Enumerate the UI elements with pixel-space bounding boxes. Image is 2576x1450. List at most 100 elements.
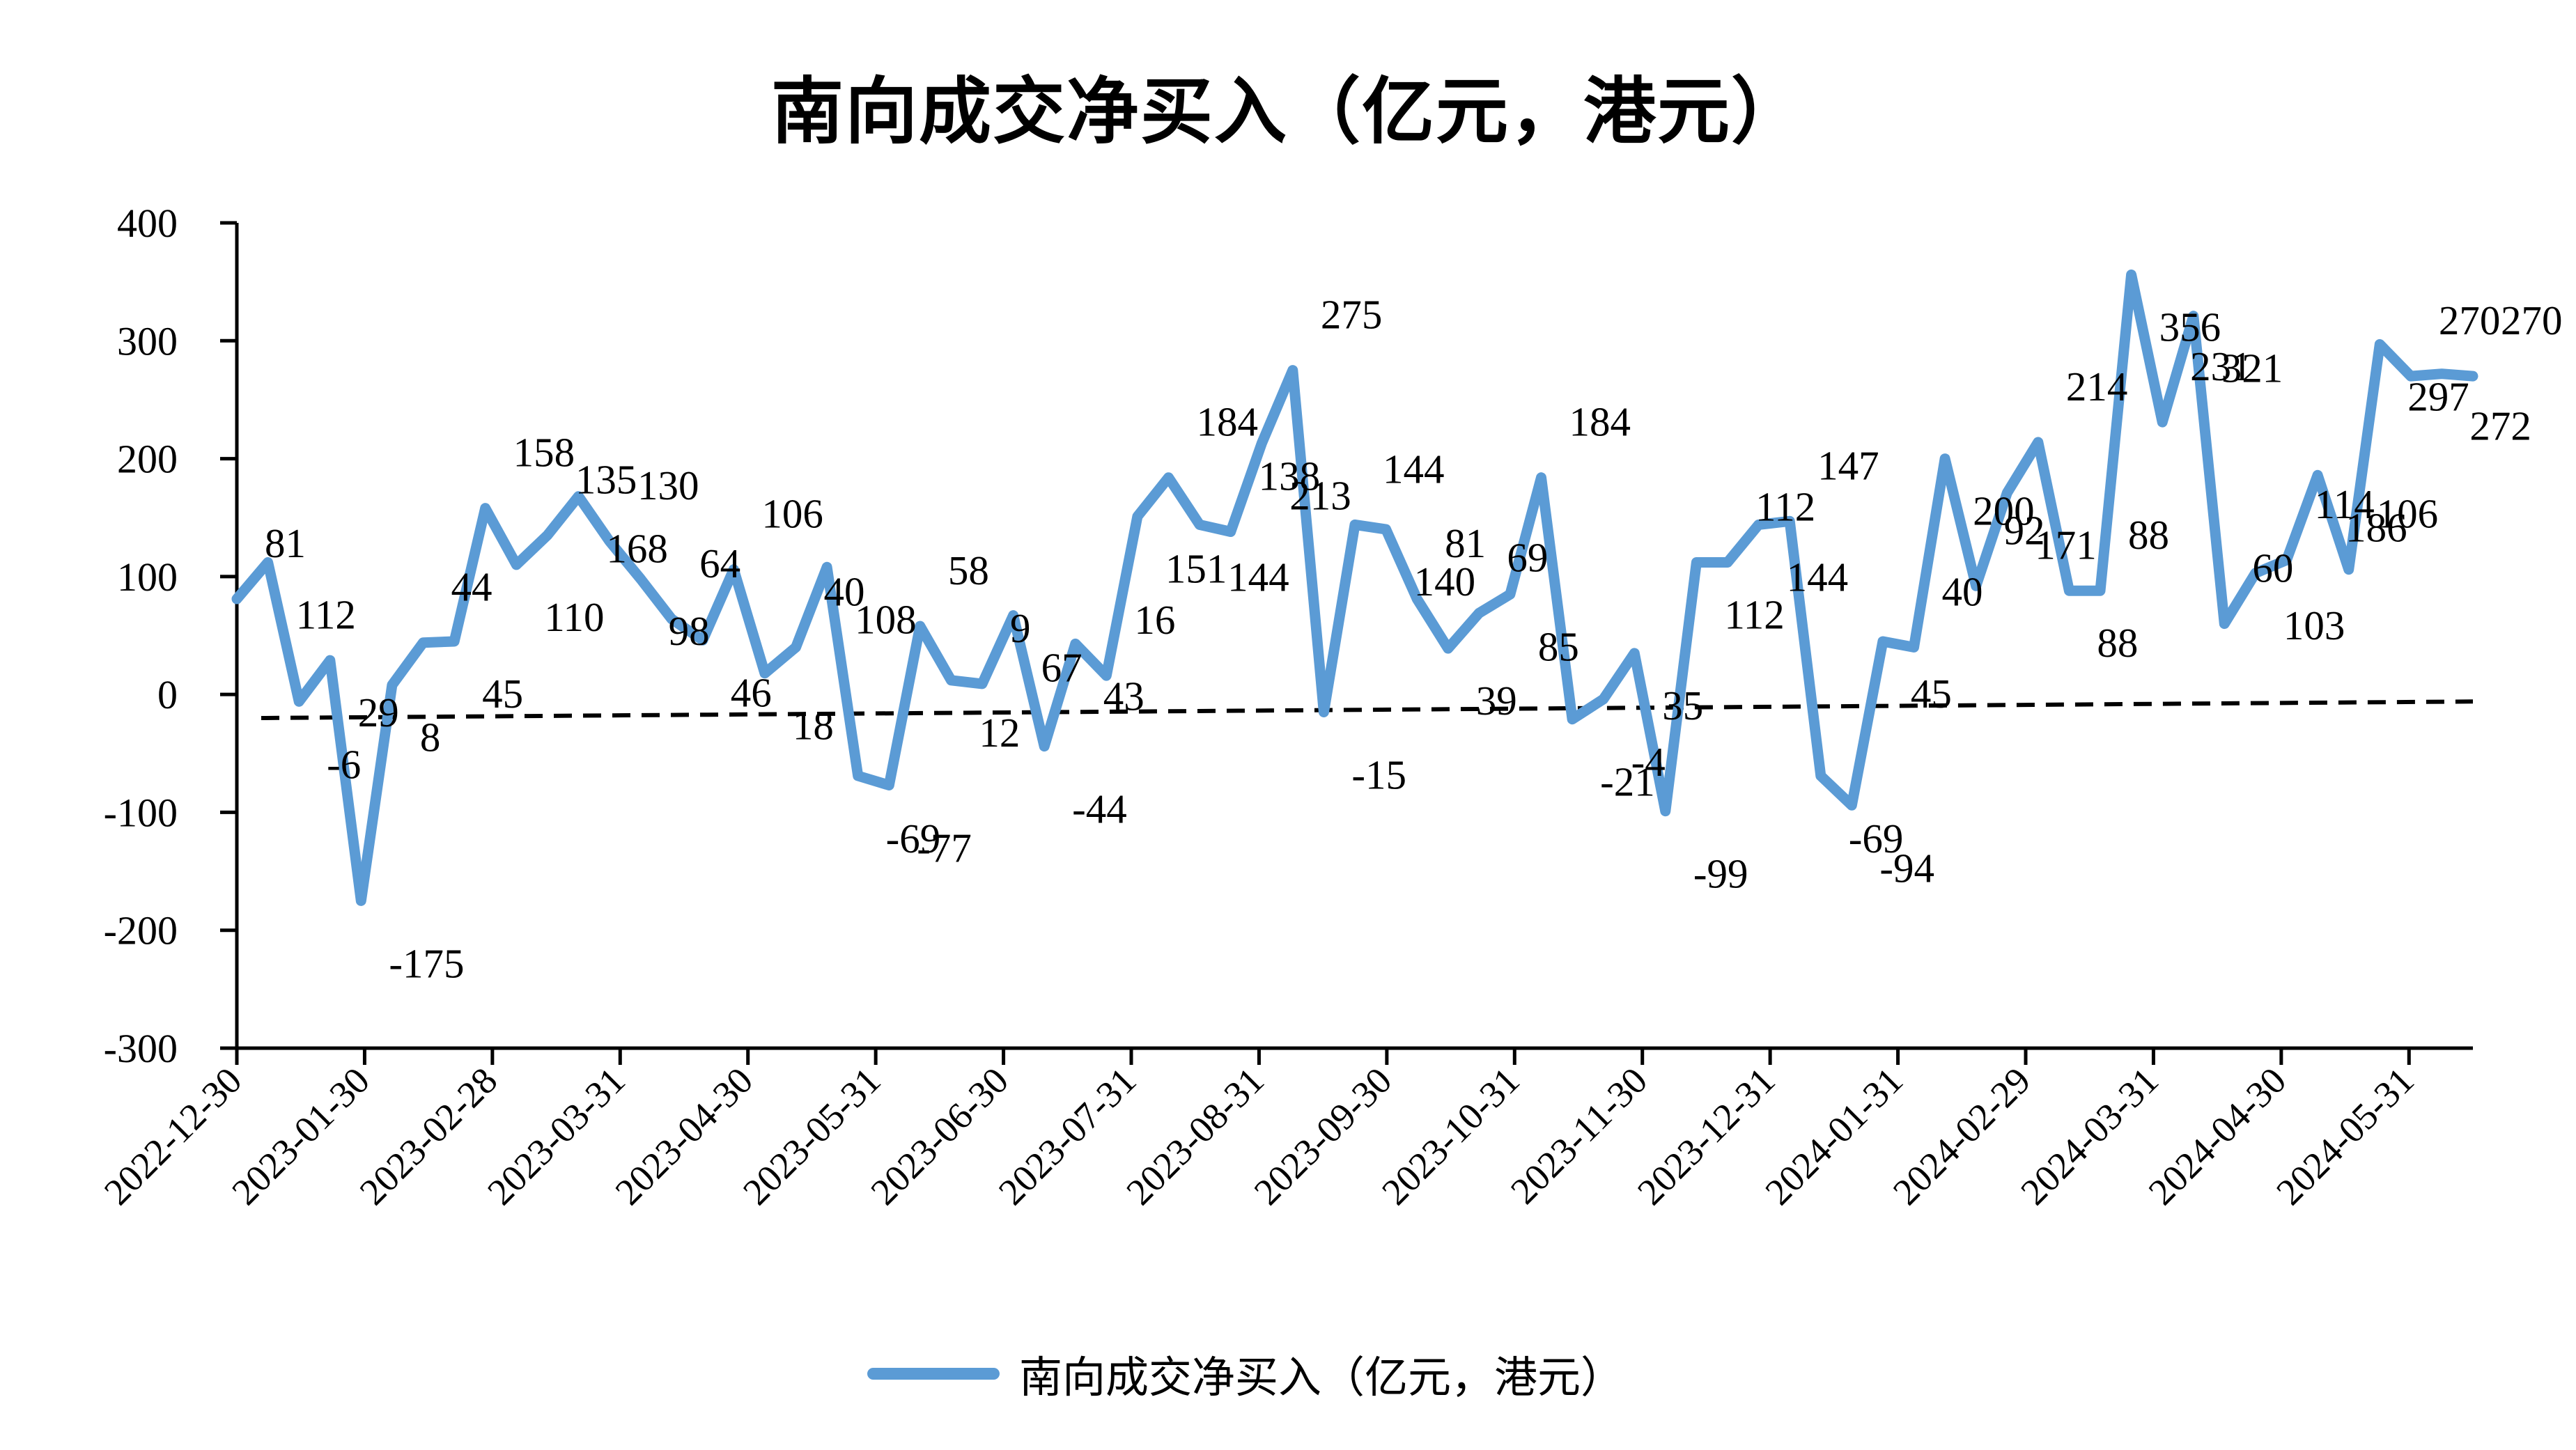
x-tick-label: 2024-03-31 (2012, 1059, 2166, 1213)
data-label: -21 (1600, 759, 1655, 805)
data-label: 138 (1259, 453, 1321, 499)
data-label: 60 (2252, 545, 2293, 591)
legend-label: 南向成交净买入（亿元，港元） (1019, 1352, 1624, 1403)
x-tick-label: 2023-01-30 (224, 1059, 378, 1213)
data-label: 103 (2283, 602, 2345, 648)
data-label: 58 (948, 547, 989, 593)
data-label: 106 (2377, 491, 2439, 537)
data-label: 184 (1569, 399, 1631, 445)
data-label: 88 (2097, 620, 2138, 666)
data-label: 64 (699, 540, 740, 586)
data-label: 16 (1134, 597, 1175, 643)
y-tick-label: -100 (104, 790, 178, 835)
data-label: 39 (1476, 678, 1517, 724)
data-label: 144 (1227, 554, 1289, 600)
data-label: 213 (1289, 473, 1351, 519)
data-label: 35 (1662, 683, 1703, 728)
data-label: 112 (1724, 592, 1784, 638)
x-tick-label: 2024-01-31 (1757, 1059, 1911, 1213)
x-tick-label: 2023-07-31 (991, 1059, 1145, 1213)
series-line (231, 270, 2478, 906)
data-label: 112 (296, 592, 356, 638)
data-label: 356 (2159, 304, 2221, 350)
data-label: 186 (2345, 504, 2407, 550)
data-label: 92 (2004, 507, 2045, 553)
legend-swatch (867, 1367, 1000, 1380)
data-label: 184 (1197, 399, 1259, 445)
data-label: 46 (731, 669, 772, 715)
data-label: 140 (1414, 559, 1476, 605)
data-label: 297 (2407, 373, 2469, 419)
data-label: 231 (2190, 343, 2252, 389)
data-label: 40 (824, 568, 865, 614)
x-tick-label: 2023-09-30 (1246, 1059, 1400, 1213)
data-label: 275 (1321, 292, 1383, 338)
data-label: -94 (1879, 845, 1934, 891)
y-tick-label: -300 (104, 1026, 178, 1071)
data-label: 85 (1538, 623, 1579, 669)
x-tick-label: 2023-06-30 (862, 1059, 1016, 1213)
y-tick-label: 100 (117, 554, 178, 600)
chart-title: 南向成交净买入（亿元，港元） (770, 69, 1805, 154)
data-label: 98 (669, 608, 710, 654)
data-label: -69 (886, 816, 941, 862)
data-label: 9 (1010, 605, 1031, 651)
y-tick-label: 0 (157, 672, 178, 717)
x-tick-label: 2024-02-29 (1885, 1059, 2039, 1213)
data-label: 168 (606, 526, 668, 572)
data-label: 147 (1817, 442, 1879, 488)
x-tick-label: 2024-05-31 (2268, 1059, 2422, 1213)
data-label: 130 (637, 462, 699, 508)
x-tick-label: 2023-02-28 (352, 1059, 506, 1213)
data-label: 270 (2439, 297, 2501, 343)
data-label: 151 (1165, 546, 1227, 592)
data-label: 18 (793, 703, 834, 749)
x-tick-label: 2023-08-31 (1118, 1059, 1272, 1213)
data-label: -6 (327, 741, 361, 787)
axes (235, 223, 2473, 1050)
legend: 南向成交净买入（亿元，港元） (867, 1346, 1624, 1403)
data-label: 67 (1041, 645, 1083, 691)
y-tick-label: -200 (104, 908, 178, 953)
data-label: 171 (2035, 522, 2097, 568)
data-label: -4 (1631, 739, 1666, 785)
data-label: 114 (2315, 481, 2375, 527)
data-label: 112 (1755, 484, 1815, 530)
data-label: 43 (1103, 673, 1145, 719)
y-tick-label: 400 (117, 201, 178, 246)
x-tick-label: 2023-10-31 (1374, 1059, 1528, 1213)
data-label: 12 (979, 710, 1020, 756)
data-label: 45 (1911, 671, 1952, 717)
axis-ticks: -300-200-10001002003004002022-12-302023-… (96, 201, 2422, 1213)
data-label: -15 (1351, 752, 1406, 798)
trend-layer (261, 699, 2474, 720)
y-tick-label: 300 (117, 318, 178, 364)
x-tick-label: 2024-04-30 (2141, 1059, 2295, 1213)
data-label: 214 (2066, 364, 2128, 410)
data-label: 110 (544, 594, 604, 640)
data-label: 158 (513, 430, 575, 476)
data-label: 88 (2128, 512, 2169, 558)
data-label: 81 (265, 520, 306, 566)
data-label: 144 (1787, 554, 1849, 600)
data-label: 40 (1942, 568, 1983, 614)
data-label: 44 (451, 564, 492, 610)
data-label: 135 (575, 457, 637, 503)
data-label: -99 (1693, 851, 1748, 897)
data-label: -69 (1849, 816, 1904, 862)
x-tick-label: 2023-05-31 (735, 1059, 889, 1213)
data-label: -77 (917, 825, 972, 871)
data-label: -44 (1072, 786, 1127, 832)
data-label: 81 (1445, 520, 1486, 566)
x-tick-label: 2022-12-30 (96, 1059, 250, 1213)
data-label: 106 (761, 491, 823, 537)
data-labels: 81 112 -6 29 -175 8 44 45 158 110 135 168 130 98 64 46 1… (265, 292, 2563, 987)
data-label: 45 (482, 671, 523, 717)
series-layer (231, 270, 2478, 906)
x-tick-label: 2023-04-30 (607, 1059, 761, 1213)
data-label: 29 (358, 689, 399, 735)
data-label: 8 (420, 715, 441, 761)
x-tick-label: 2023-03-31 (479, 1059, 633, 1213)
data-label: 200 (1973, 488, 2035, 534)
